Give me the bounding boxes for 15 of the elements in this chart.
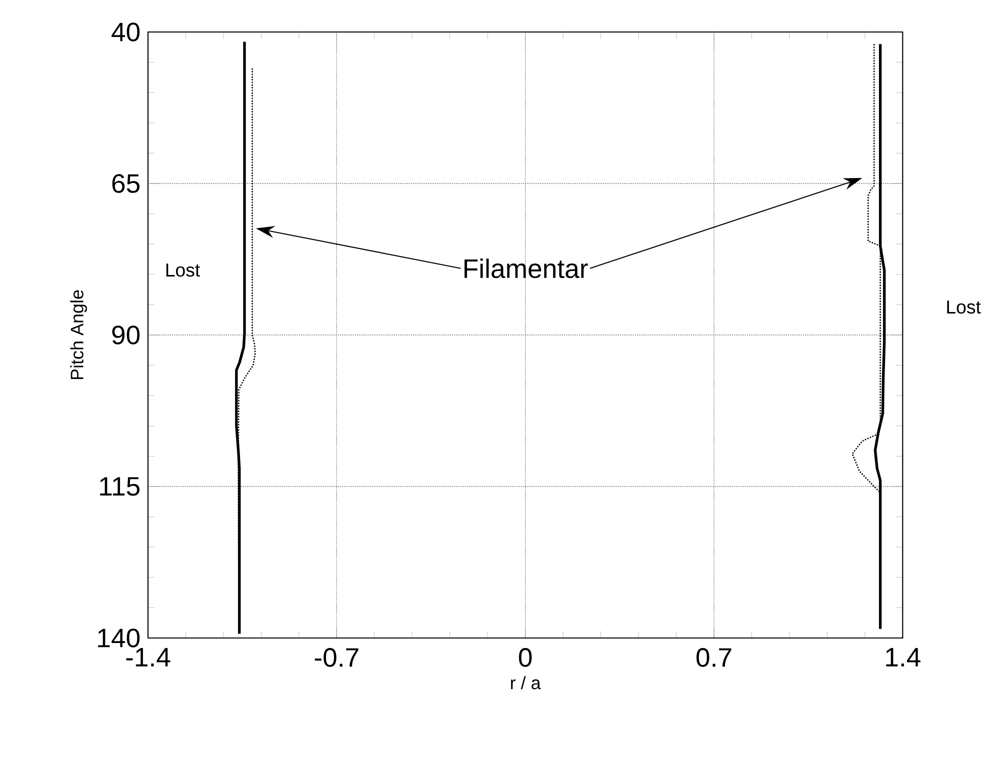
x-tick-label: 0: [518, 648, 532, 667]
y-axis-title: Pitch Angle: [70, 290, 87, 380]
y-tick-label: 140: [98, 628, 140, 648]
annotation: Lost: [166, 264, 200, 277]
x-tick-label: 1.4: [886, 648, 920, 666]
text: Lost: [947, 300, 981, 314]
annotation: Filamentar: [464, 258, 588, 278]
x-axis-title: r / a: [511, 676, 541, 690]
x-tick-label: 0.7: [696, 648, 732, 667]
x-tick-label: -1.4: [126, 648, 170, 666]
y-tick-label: 115: [100, 477, 140, 496]
y-tick-label: 40: [112, 22, 140, 42]
y-tick-label: 90: [112, 326, 140, 344]
y-tick-label: 65: [112, 174, 140, 193]
x-tick-label: -0.7: [314, 648, 358, 667]
